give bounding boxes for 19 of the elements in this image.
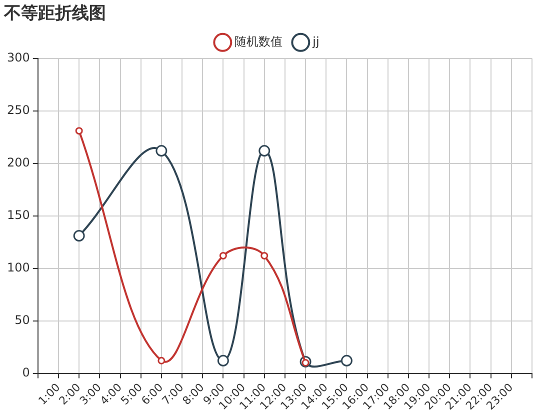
y-tick-label: 250	[7, 103, 30, 117]
legend-label: jj	[312, 34, 320, 49]
y-tick-label: 50	[14, 312, 30, 327]
legend-label: 随机数值	[234, 34, 283, 49]
point	[258, 145, 270, 157]
point	[260, 252, 268, 260]
point	[340, 354, 352, 366]
point	[217, 354, 229, 366]
point	[219, 252, 227, 260]
chart-title: 不等距折线图	[3, 4, 106, 24]
y-tick-label: 200	[7, 155, 30, 170]
y-tick-label: 300	[7, 50, 30, 65]
point	[73, 230, 85, 242]
y-tick-label: 100	[7, 260, 30, 274]
y-tick-label: 0	[22, 365, 30, 380]
point	[158, 356, 166, 364]
point	[75, 127, 83, 135]
y-tick-label: 150	[7, 208, 30, 222]
point	[156, 145, 168, 157]
